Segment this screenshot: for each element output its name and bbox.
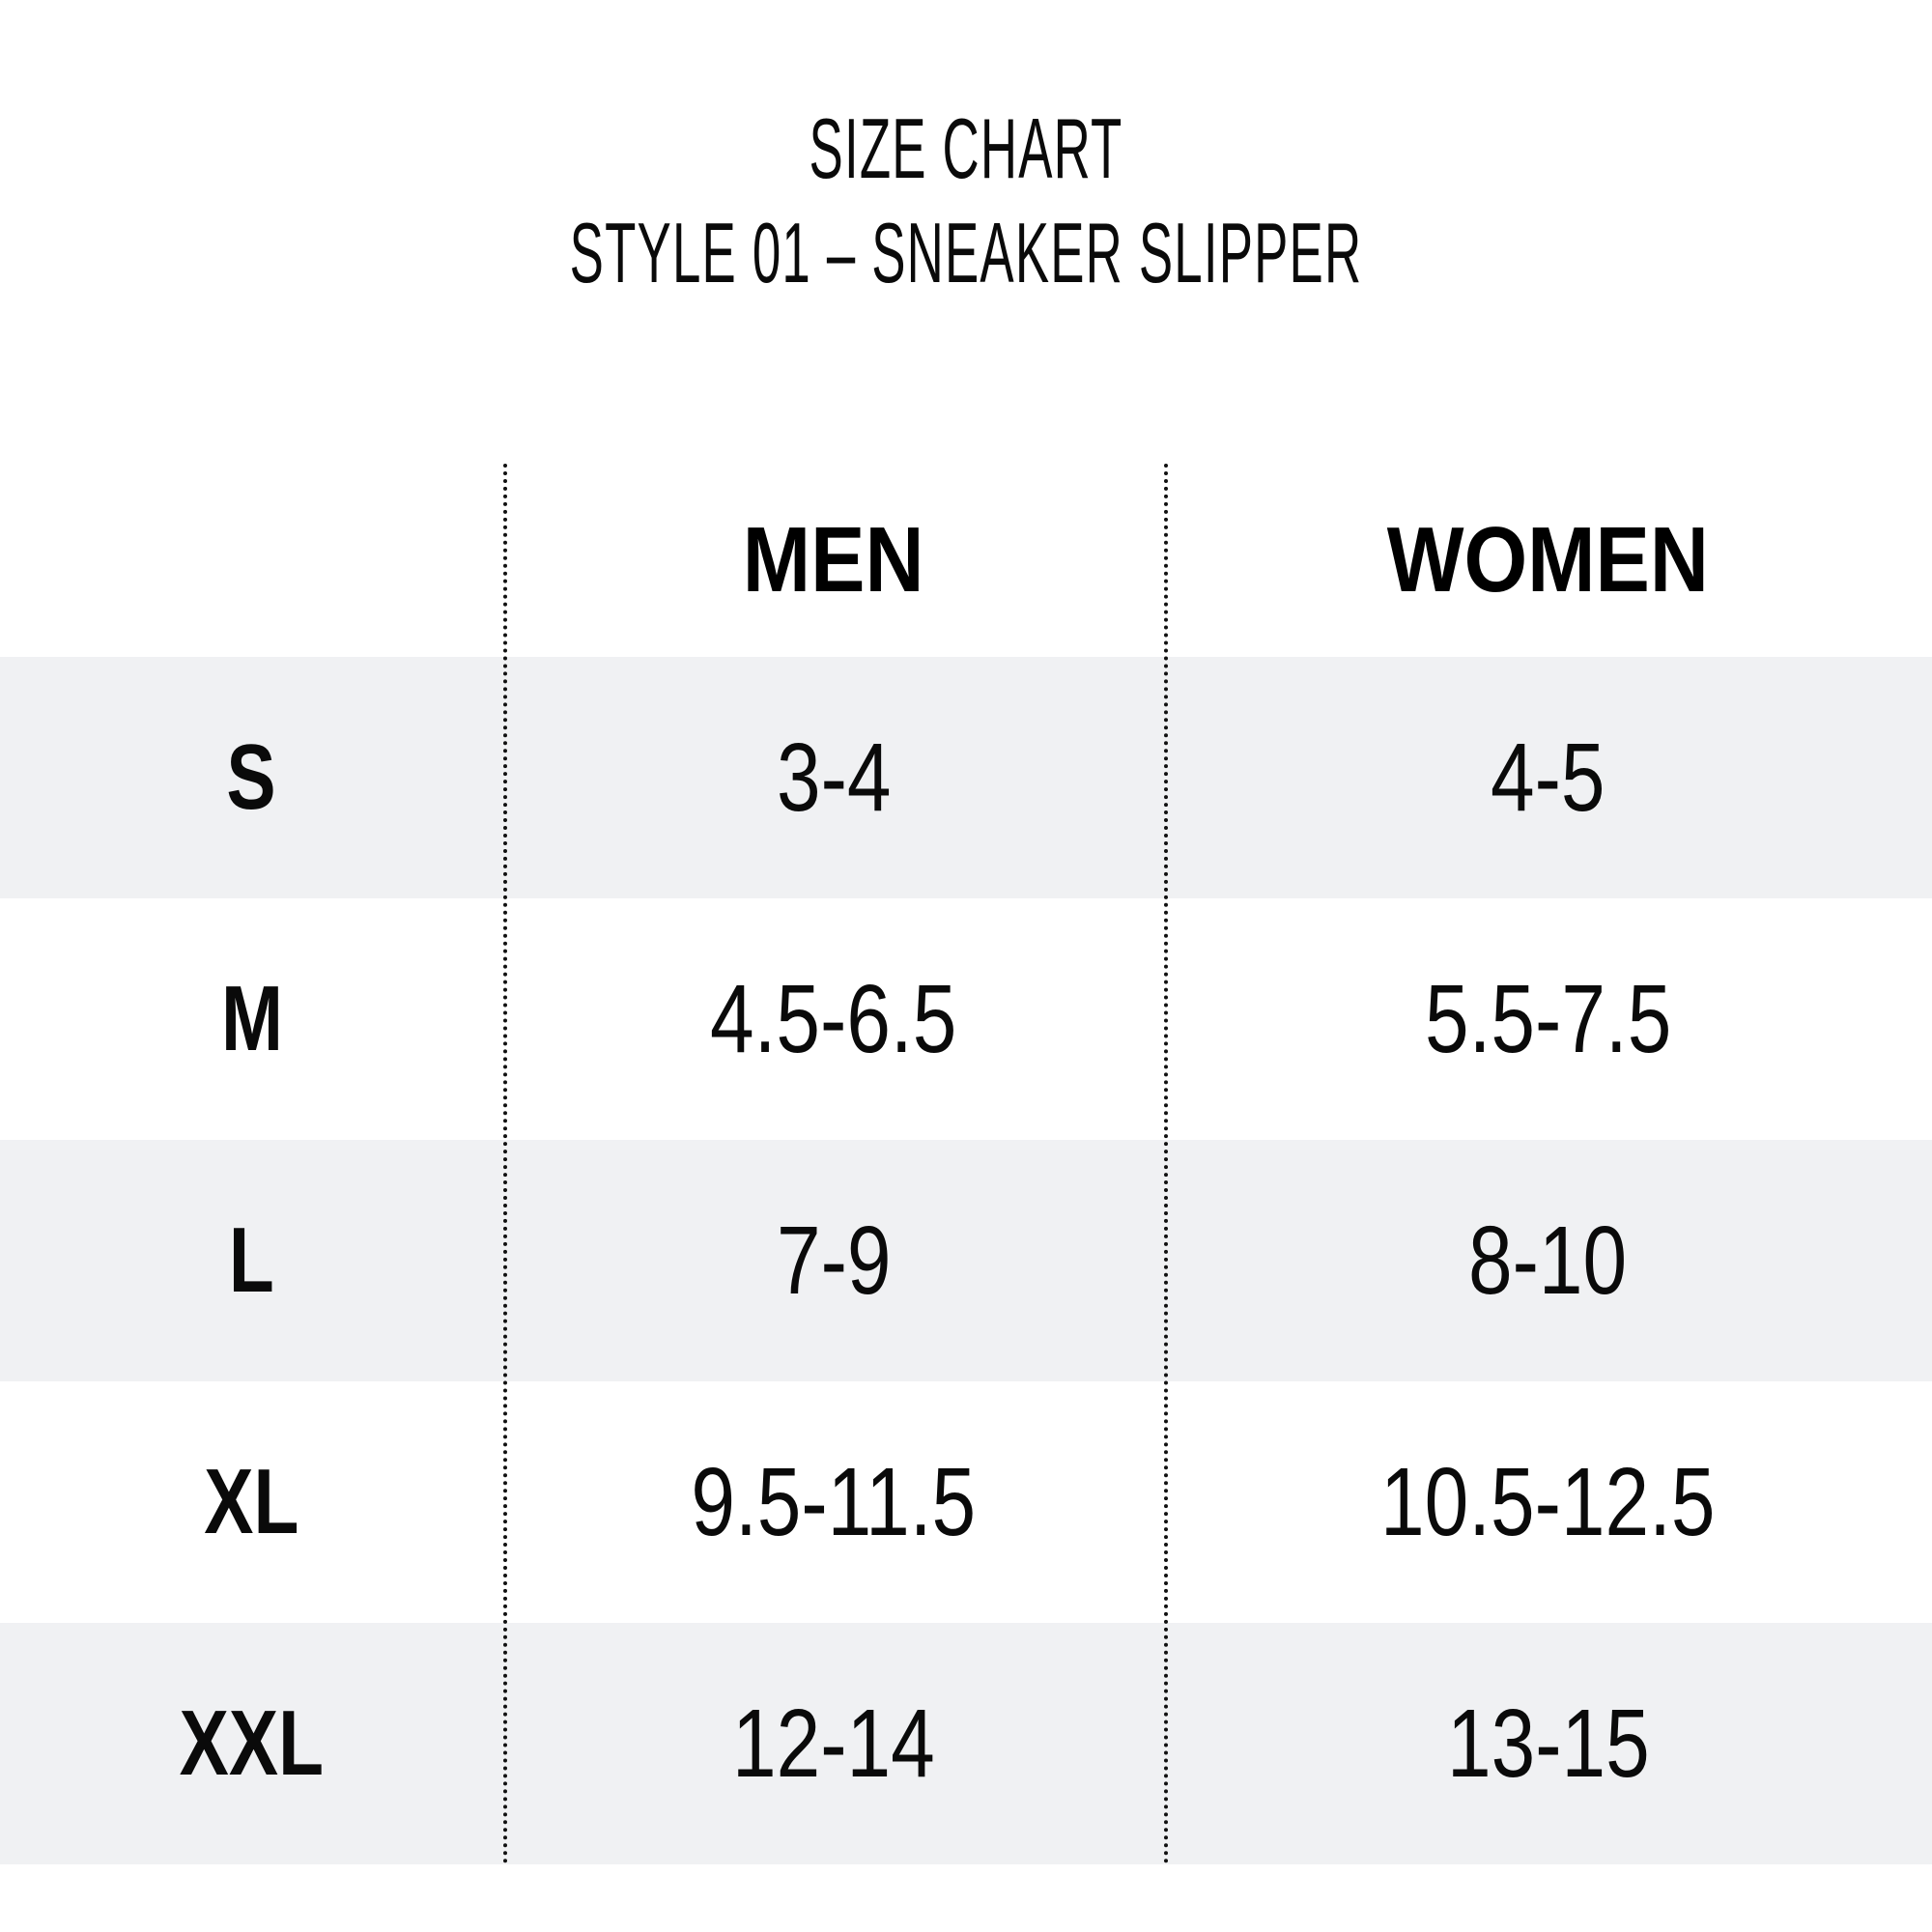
table-row: XXL 12-14 13-15 — [0, 1623, 1932, 1864]
header-cell-size — [0, 464, 503, 657]
table-body: MEN WOMEN S 3-4 4-5 M — [0, 464, 1932, 1864]
row-stripe — [0, 1623, 1932, 1864]
men-value: 4.5-6.5 — [710, 965, 957, 1073]
men-value: 7-9 — [776, 1207, 892, 1315]
cell-men: 9.5-11.5 — [503, 1381, 1164, 1623]
table-header-row: MEN WOMEN — [0, 464, 1932, 657]
cell-women: 4-5 — [1164, 657, 1932, 898]
cell-men: 7-9 — [503, 1140, 1164, 1381]
men-value: 12-14 — [732, 1690, 935, 1798]
row-stripes — [0, 464, 1932, 1864]
column-divider-size-men — [503, 464, 507, 1864]
page-title: SIZE CHART STYLE 01 – SNEAKER SLIPPER — [0, 97, 1932, 305]
header-label-women: WOMEN — [1386, 508, 1710, 611]
women-value: 13-15 — [1446, 1690, 1650, 1798]
cell-men: 4.5-6.5 — [503, 898, 1164, 1140]
size-label: M — [220, 967, 283, 1070]
column-divider-men-women — [1164, 464, 1168, 1864]
cell-women: 5.5-7.5 — [1164, 898, 1932, 1140]
women-value: 10.5-12.5 — [1380, 1448, 1716, 1556]
table-row: M 4.5-6.5 5.5-7.5 — [0, 898, 1932, 1140]
size-label: XL — [204, 1450, 299, 1553]
cell-women: 8-10 — [1164, 1140, 1932, 1381]
cell-men: 12-14 — [503, 1623, 1164, 1864]
row-stripe — [0, 1140, 1932, 1381]
title-line-primary: SIZE CHART — [809, 100, 1123, 196]
women-value: 8-10 — [1468, 1207, 1628, 1315]
cell-size: M — [0, 898, 503, 1140]
table-row: XL 9.5-11.5 10.5-12.5 — [0, 1381, 1932, 1623]
table-row: L 7-9 8-10 — [0, 1140, 1932, 1381]
size-chart-table: MEN WOMEN S 3-4 4-5 M — [0, 464, 1932, 1864]
title-line-secondary: STYLE 01 – SNEAKER SLIPPER — [569, 205, 1363, 300]
cell-size: XL — [0, 1381, 503, 1623]
size-label: S — [226, 725, 277, 829]
row-stripe — [0, 657, 1932, 898]
cell-size: L — [0, 1140, 503, 1381]
men-value: 3-4 — [776, 724, 892, 832]
cell-women: 13-15 — [1164, 1623, 1932, 1864]
cell-size: S — [0, 657, 503, 898]
women-value: 4-5 — [1491, 724, 1605, 832]
table-row: S 3-4 4-5 — [0, 657, 1932, 898]
cell-men: 3-4 — [503, 657, 1164, 898]
cell-women: 10.5-12.5 — [1164, 1381, 1932, 1623]
header-cell-women: WOMEN — [1164, 464, 1932, 657]
header-cell-men: MEN — [503, 464, 1164, 657]
cell-size: XXL — [0, 1623, 503, 1864]
size-label: XXL — [179, 1691, 325, 1795]
header-label-men: MEN — [743, 508, 924, 611]
men-value: 9.5-11.5 — [691, 1448, 977, 1556]
women-value: 5.5-7.5 — [1424, 965, 1672, 1073]
size-label: L — [229, 1208, 274, 1312]
